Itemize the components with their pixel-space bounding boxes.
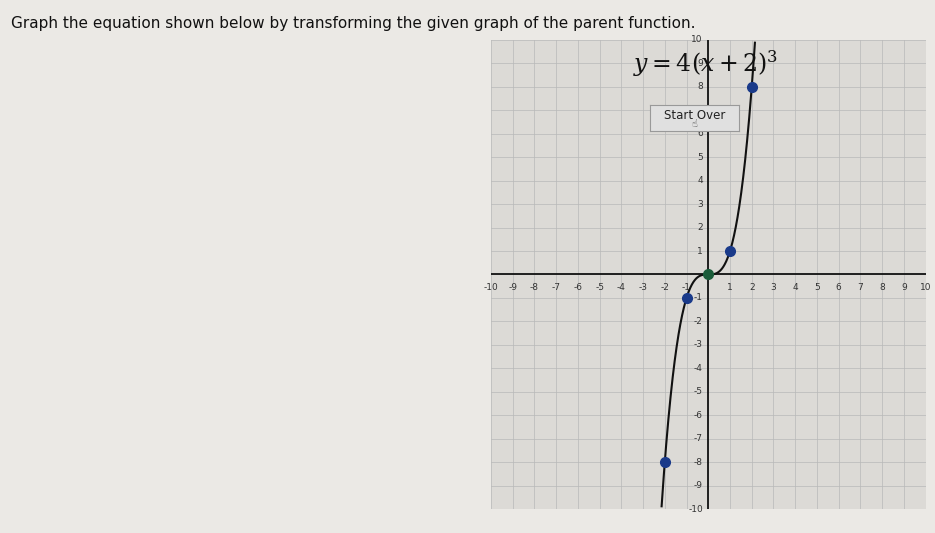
Text: -9: -9	[694, 481, 703, 490]
Text: -9: -9	[508, 282, 517, 292]
Text: 7: 7	[857, 282, 863, 292]
Text: -8: -8	[694, 458, 703, 466]
Text: -3: -3	[639, 282, 648, 292]
Text: 8: 8	[879, 282, 885, 292]
Text: -2: -2	[660, 282, 669, 292]
Text: -7: -7	[552, 282, 561, 292]
Text: ☝: ☝	[691, 119, 698, 130]
Text: $y = 4(x+2)^3$: $y = 4(x+2)^3$	[633, 48, 779, 79]
Text: 2: 2	[749, 282, 755, 292]
Text: 9: 9	[698, 59, 703, 68]
Text: -10: -10	[483, 282, 498, 292]
Text: -7: -7	[694, 434, 703, 443]
Text: -4: -4	[617, 282, 626, 292]
Text: -5: -5	[595, 282, 604, 292]
Text: 5: 5	[814, 282, 820, 292]
Text: -1: -1	[694, 294, 703, 302]
Text: 4: 4	[698, 176, 703, 185]
Text: 1: 1	[698, 247, 703, 255]
Text: -4: -4	[694, 364, 703, 373]
Text: 3: 3	[770, 282, 776, 292]
Text: 10: 10	[691, 36, 703, 44]
Text: 3: 3	[698, 200, 703, 208]
Text: -8: -8	[530, 282, 539, 292]
Text: 9: 9	[901, 282, 907, 292]
Text: 6: 6	[836, 282, 842, 292]
Text: Graph the equation shown below by transforming the given graph of the parent fun: Graph the equation shown below by transf…	[11, 16, 696, 31]
Text: -2: -2	[694, 317, 703, 326]
Text: -10: -10	[688, 505, 703, 513]
Text: -6: -6	[573, 282, 583, 292]
Text: -3: -3	[694, 341, 703, 349]
Text: -1: -1	[682, 282, 691, 292]
Text: -6: -6	[694, 411, 703, 419]
Text: Start Over: Start Over	[664, 109, 725, 122]
Text: 6: 6	[698, 130, 703, 138]
Text: 7: 7	[698, 106, 703, 115]
Text: 2: 2	[698, 223, 703, 232]
Text: 5: 5	[698, 153, 703, 161]
Text: -5: -5	[694, 387, 703, 396]
Text: 4: 4	[792, 282, 798, 292]
Text: 1: 1	[727, 282, 733, 292]
Text: 8: 8	[698, 83, 703, 91]
Text: 10: 10	[920, 282, 931, 292]
